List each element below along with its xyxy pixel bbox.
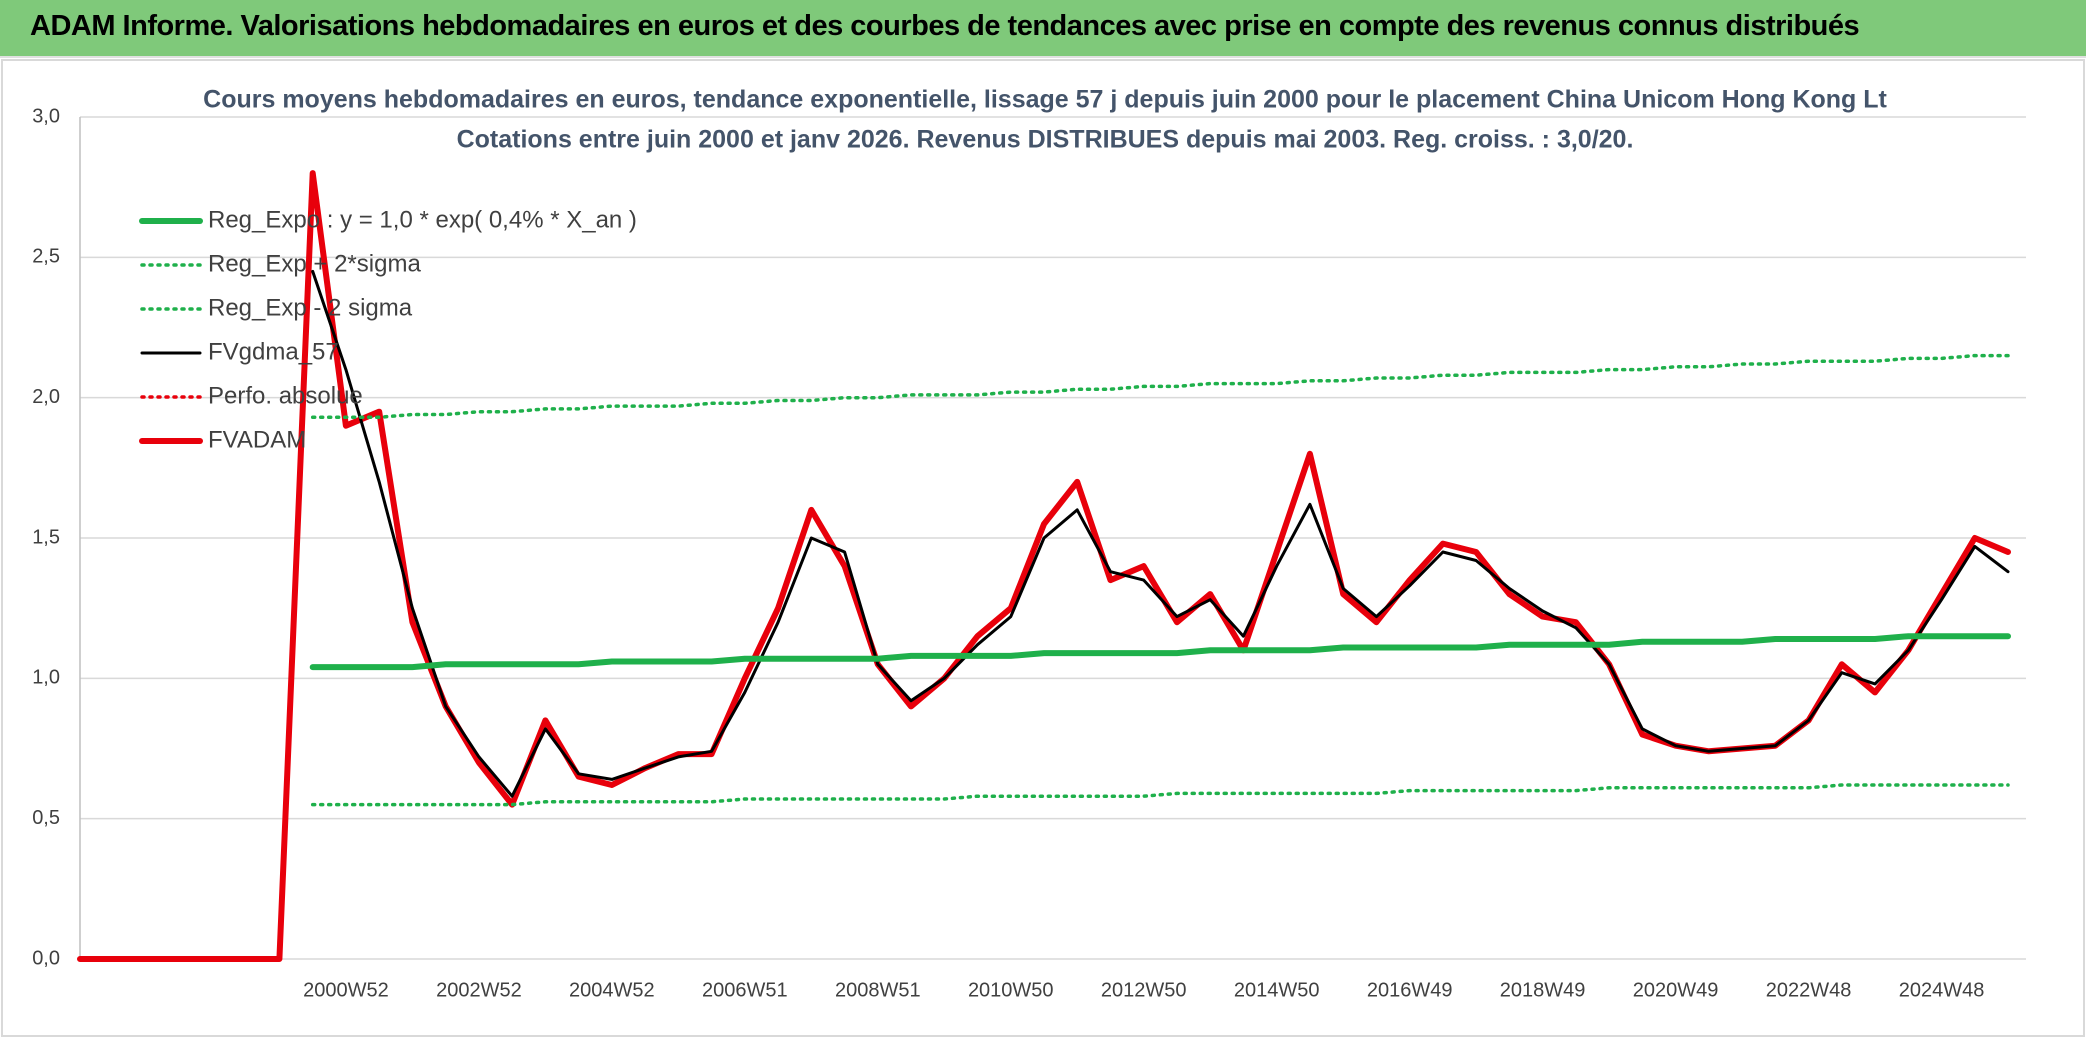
x-tick-label: 2000W52 bbox=[303, 979, 389, 1001]
x-tick-label: 2016W49 bbox=[1367, 979, 1453, 1001]
series-line bbox=[310, 353, 2010, 420]
legend-label: FVgdma_57 bbox=[208, 338, 339, 365]
chart-subtitle: Cotations entre juin 2000 et janv 2026. … bbox=[457, 126, 1634, 154]
y-tick-label: 2,0 bbox=[32, 386, 60, 408]
chart-frame bbox=[1, 59, 2085, 1037]
header-title: ADAM Informe. Valorisations hebdomadaire… bbox=[30, 10, 1860, 42]
x-tick-label: 2006W51 bbox=[702, 979, 788, 1001]
series-line bbox=[309, 633, 2011, 671]
x-tick-label: 2004W52 bbox=[569, 979, 655, 1001]
x-tick-label: 2024W48 bbox=[1899, 979, 1985, 1001]
x-tick-label: 2022W48 bbox=[1766, 979, 1852, 1001]
x-tick-label: 2002W52 bbox=[436, 979, 522, 1001]
y-tick-label: 1,5 bbox=[32, 526, 60, 548]
x-tick-label: 2010W50 bbox=[968, 979, 1054, 1001]
legend-label: Reg_Expo : y = 1,0 * exp( 0,4% * X_an ) bbox=[208, 206, 637, 233]
x-tick-label: 2012W50 bbox=[1101, 979, 1187, 1001]
series-line bbox=[310, 783, 2010, 807]
header-bar: ADAM Informe. Valorisations hebdomadaire… bbox=[0, 0, 2086, 58]
legend-label: FVADAM bbox=[208, 426, 306, 453]
y-tick-label: 1,0 bbox=[32, 667, 60, 689]
x-tick-label: 2018W49 bbox=[1500, 979, 1586, 1001]
chart: Cours moyens hebdomadaires en euros, ten… bbox=[1, 59, 2085, 1037]
legend-label: Reg_Exp + 2*sigma bbox=[208, 250, 421, 277]
y-tick-label: 3,0 bbox=[32, 105, 60, 127]
x-tick-label: 2014W50 bbox=[1234, 979, 1320, 1001]
y-tick-label: 0,5 bbox=[32, 807, 60, 829]
legend-label: Reg_Exp - 2 sigma bbox=[208, 294, 413, 321]
y-tick-label: 0,0 bbox=[32, 947, 60, 969]
x-tick-label: 2008W51 bbox=[835, 979, 921, 1001]
chart-title: Cours moyens hebdomadaires en euros, ten… bbox=[203, 86, 1887, 114]
series-line bbox=[311, 269, 2010, 798]
y-tick-label: 2,5 bbox=[32, 246, 60, 268]
x-tick-label: 2020W49 bbox=[1633, 979, 1719, 1001]
legend-label: Perfo. absolue bbox=[208, 382, 363, 409]
